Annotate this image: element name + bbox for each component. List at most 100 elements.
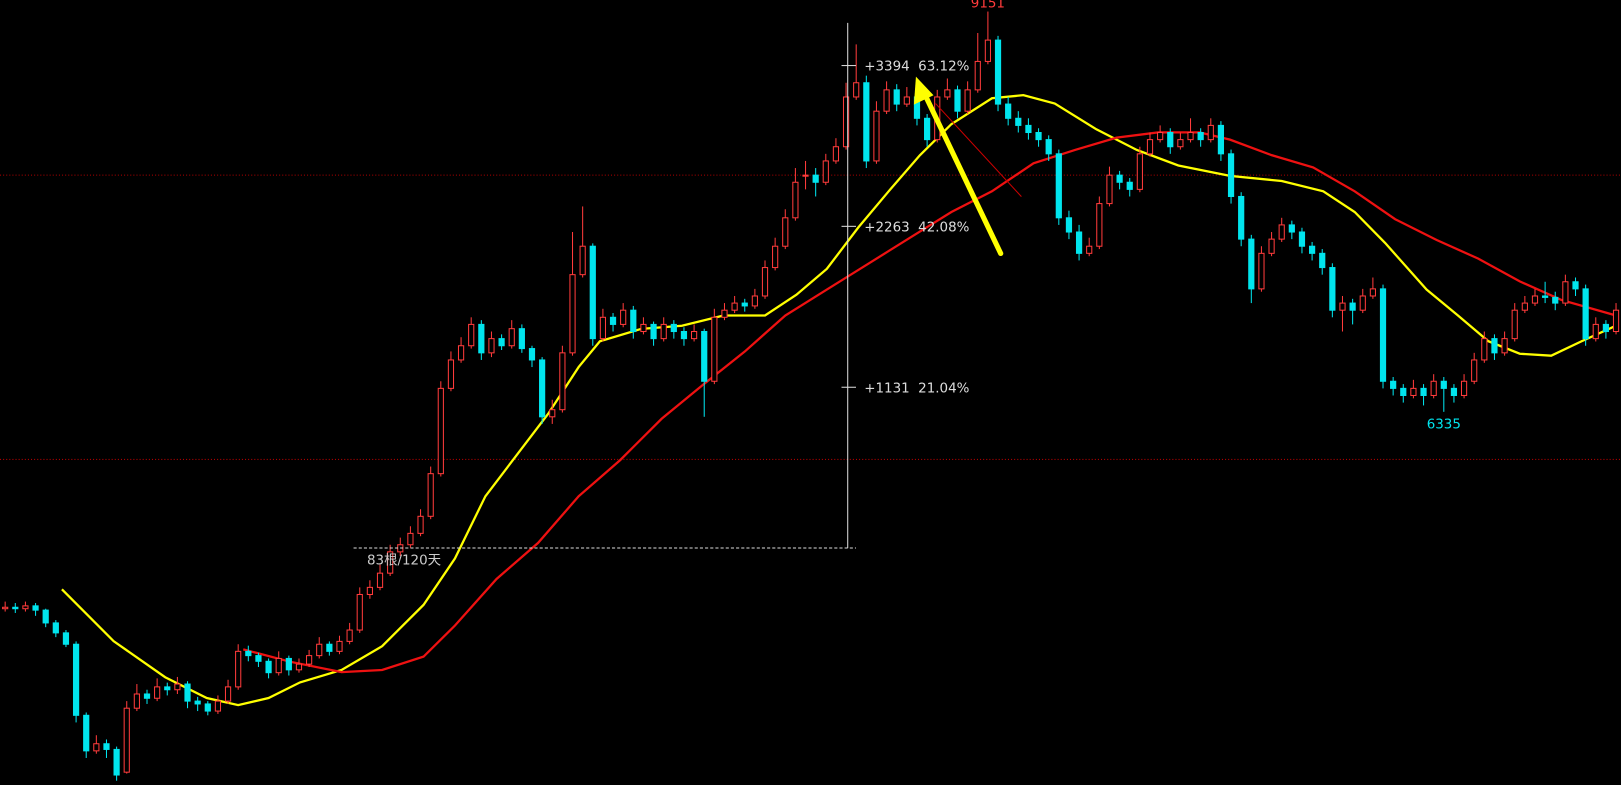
candle-body xyxy=(214,700,222,712)
candle-body xyxy=(1390,380,1397,389)
candle-body xyxy=(245,650,252,657)
candle-body xyxy=(255,655,262,662)
candle-body xyxy=(83,714,90,752)
measure-count: 83根/120天 xyxy=(367,553,441,569)
candle-body xyxy=(670,323,677,333)
candle-body xyxy=(1602,323,1610,333)
candle-body xyxy=(376,572,384,588)
candle-body xyxy=(93,743,100,752)
reference-lines xyxy=(0,174,1621,460)
candle-body xyxy=(1521,302,1528,311)
candle-body xyxy=(822,160,829,183)
candle-body xyxy=(1562,281,1569,304)
candle-body xyxy=(224,686,232,702)
candle-body xyxy=(174,683,181,691)
candle-body xyxy=(316,643,323,657)
candle-body xyxy=(528,348,536,361)
candle-body xyxy=(1075,231,1083,254)
candle-body xyxy=(1319,252,1326,269)
candle-body xyxy=(1420,387,1427,397)
candle-body xyxy=(72,643,80,716)
moving-averages xyxy=(61,94,1617,707)
candle-body xyxy=(143,693,151,699)
candle-body xyxy=(1136,153,1143,190)
moving-average-line xyxy=(242,131,1617,674)
candle-body xyxy=(549,409,556,418)
candle-body xyxy=(1268,238,1275,254)
candle-body xyxy=(1460,380,1468,397)
candle-body xyxy=(903,96,910,105)
candle-body xyxy=(346,629,353,642)
candle-body xyxy=(559,352,566,411)
candle-body xyxy=(194,700,201,705)
candle-body xyxy=(42,609,49,624)
candle-body xyxy=(1471,359,1478,382)
measure-label: +2263 42.08% xyxy=(864,220,969,235)
candle-body xyxy=(569,274,576,354)
candle-body xyxy=(1531,295,1539,304)
measure-label: +1131 21.04% xyxy=(864,381,969,396)
candle-body xyxy=(22,605,29,610)
candles xyxy=(2,11,1620,781)
candle-body xyxy=(1369,288,1376,297)
candle-body xyxy=(1278,224,1285,240)
candle-body xyxy=(609,316,617,325)
candle-body xyxy=(52,622,59,634)
candle-body xyxy=(427,473,434,517)
candle-body xyxy=(457,345,465,361)
high-label: 9151 xyxy=(971,0,1005,11)
candle-body xyxy=(336,640,343,652)
candle-body xyxy=(1339,302,1346,311)
candle-body xyxy=(1359,295,1366,311)
candle-body xyxy=(832,146,840,162)
candle-body xyxy=(1349,302,1356,311)
candle-body xyxy=(1197,131,1204,141)
candle-body xyxy=(1126,181,1133,190)
candle-body xyxy=(204,703,211,712)
candle-body xyxy=(468,323,475,347)
trend-line xyxy=(935,103,1022,197)
candle-body xyxy=(133,693,140,709)
candle-body xyxy=(1511,309,1518,340)
candle-body xyxy=(184,683,191,702)
candle-body xyxy=(1116,174,1123,183)
candle-body xyxy=(1572,281,1579,290)
candle-body xyxy=(701,331,708,382)
candle-body xyxy=(62,632,70,645)
candle-body xyxy=(1298,231,1306,247)
candle-body xyxy=(1187,131,1194,141)
candle-body xyxy=(275,657,282,674)
candle-body xyxy=(1542,295,1549,298)
candle-body xyxy=(599,316,607,340)
candle-body xyxy=(620,309,627,325)
candle-body xyxy=(1612,309,1620,333)
arrow-shaft xyxy=(922,92,1004,257)
candle-body xyxy=(1481,338,1488,361)
candle-body xyxy=(356,593,363,631)
candle-body xyxy=(488,338,495,354)
candle-body xyxy=(974,60,981,91)
candle-body xyxy=(863,82,870,162)
candle-body xyxy=(366,586,373,596)
candle-body xyxy=(113,748,120,776)
candle-body xyxy=(32,605,39,611)
candle-body xyxy=(1329,267,1336,311)
moving-average-line xyxy=(61,94,1617,707)
candle-body xyxy=(478,323,485,354)
candle-body xyxy=(741,302,748,307)
candle-body xyxy=(1207,124,1214,141)
candle-body xyxy=(1217,124,1225,155)
candle-body xyxy=(1288,224,1295,233)
candle-body xyxy=(1157,131,1164,141)
candle-body xyxy=(640,323,647,333)
candle-body xyxy=(154,686,161,699)
candle-body xyxy=(1552,296,1559,304)
measure-label: +3394 63.12% xyxy=(864,60,969,75)
candle-body xyxy=(690,331,698,340)
candle-body xyxy=(1167,131,1174,148)
candle-body xyxy=(812,174,819,183)
candle-body xyxy=(306,655,313,665)
